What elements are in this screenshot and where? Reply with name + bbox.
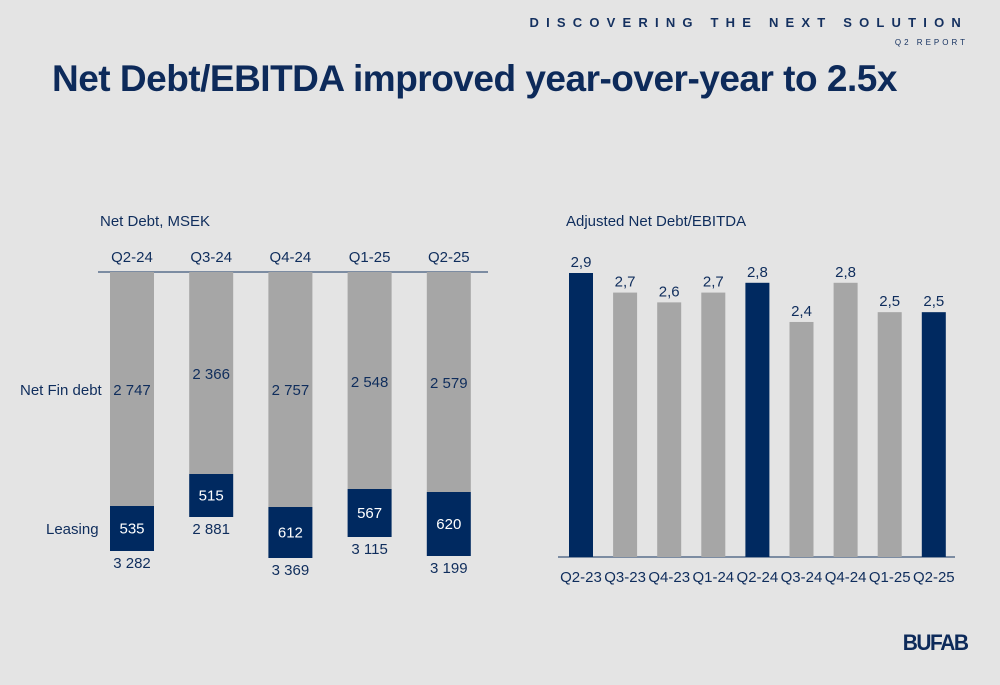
bar-net-fin-debt xyxy=(110,272,154,506)
report-label: Q2 REPORT xyxy=(894,38,968,47)
bar-leasing xyxy=(347,489,392,537)
ebitda-value-label: 2,8 xyxy=(835,264,856,281)
ebitda-chart-title: Adjusted Net Debt/EBITDA xyxy=(566,213,747,230)
bar-ebitda xyxy=(921,312,946,557)
category-label: Q1-24 xyxy=(692,569,734,586)
bar-ebitda xyxy=(789,321,814,557)
category-label: Q2-24 xyxy=(737,569,779,586)
bar-ebitda xyxy=(657,302,682,557)
ebitda-value-label: 2,7 xyxy=(615,274,636,291)
bar-leasing xyxy=(110,506,154,551)
leasing-value-label: 515 xyxy=(199,488,224,505)
category-label: Q3-24 xyxy=(190,249,232,266)
net-debt-chart-title: Net Debt, MSEK xyxy=(100,213,211,230)
net-fin-debt-value-label: 2 548 xyxy=(351,374,389,391)
leasing-value-label: 612 xyxy=(278,525,303,542)
row-label-leasing: Leasing xyxy=(46,521,99,538)
bar-ebitda xyxy=(833,282,858,557)
bar-net-fin-debt xyxy=(189,272,234,474)
total-value-label: 3 115 xyxy=(351,541,387,558)
total-value-label: 3 369 xyxy=(272,562,310,579)
category-label: Q2-25 xyxy=(913,569,955,586)
ebitda-value-label: 2,4 xyxy=(791,303,812,320)
total-value-label: 3 282 xyxy=(113,555,151,572)
bar-ebitda xyxy=(569,273,593,557)
ebitda-value-label: 2,5 xyxy=(923,293,944,310)
bar-net-fin-debt xyxy=(426,272,471,492)
ebitda-value-label: 2,8 xyxy=(747,264,768,281)
ebitda-value-label: 2,6 xyxy=(659,283,680,300)
bar-leasing xyxy=(189,474,234,517)
slide-title: Net Debt/EBITDA improved year-over-year … xyxy=(52,58,897,99)
leasing-value-label: 620 xyxy=(436,516,461,533)
leasing-value-label: 567 xyxy=(357,505,382,522)
net-fin-debt-value-label: 2 757 xyxy=(272,382,310,399)
ebitda-value-label: 2,9 xyxy=(571,254,592,271)
bar-net-fin-debt xyxy=(347,272,392,489)
bar-leasing xyxy=(268,507,313,558)
category-label: Q2-23 xyxy=(560,569,602,586)
bar-leasing xyxy=(426,492,471,556)
total-value-label: 2 881 xyxy=(192,521,230,538)
category-label: Q4-24 xyxy=(825,569,867,586)
bar-ebitda xyxy=(877,312,902,557)
net-fin-debt-value-label: 2 579 xyxy=(430,375,468,392)
bar-net-fin-debt xyxy=(268,272,313,507)
ebitda-value-label: 2,7 xyxy=(703,274,724,291)
bar-ebitda xyxy=(701,292,726,557)
category-label: Q2-24 xyxy=(111,249,153,266)
net-fin-debt-value-label: 2 366 xyxy=(192,366,230,383)
bufab-logo: BUFAB xyxy=(902,630,969,655)
total-value-label: 3 199 xyxy=(430,560,468,577)
category-label: Q1-25 xyxy=(349,249,391,266)
category-label: Q3-24 xyxy=(781,569,823,586)
net-fin-debt-value-label: 2 747 xyxy=(113,382,151,399)
bar-ebitda xyxy=(745,282,770,557)
row-label-net-fin-debt: Net Fin debt xyxy=(20,382,103,399)
header-tagline: DISCOVERING THE NEXT SOLUTION xyxy=(529,15,968,30)
category-label: Q3-23 xyxy=(604,569,646,586)
category-label: Q4-23 xyxy=(648,569,690,586)
category-label: Q2-25 xyxy=(428,249,470,266)
leasing-value-label: 535 xyxy=(119,521,144,538)
category-label: Q4-24 xyxy=(270,249,312,266)
category-label: Q1-25 xyxy=(869,569,911,586)
bar-ebitda xyxy=(613,292,638,557)
ebitda-value-label: 2,5 xyxy=(879,293,900,310)
